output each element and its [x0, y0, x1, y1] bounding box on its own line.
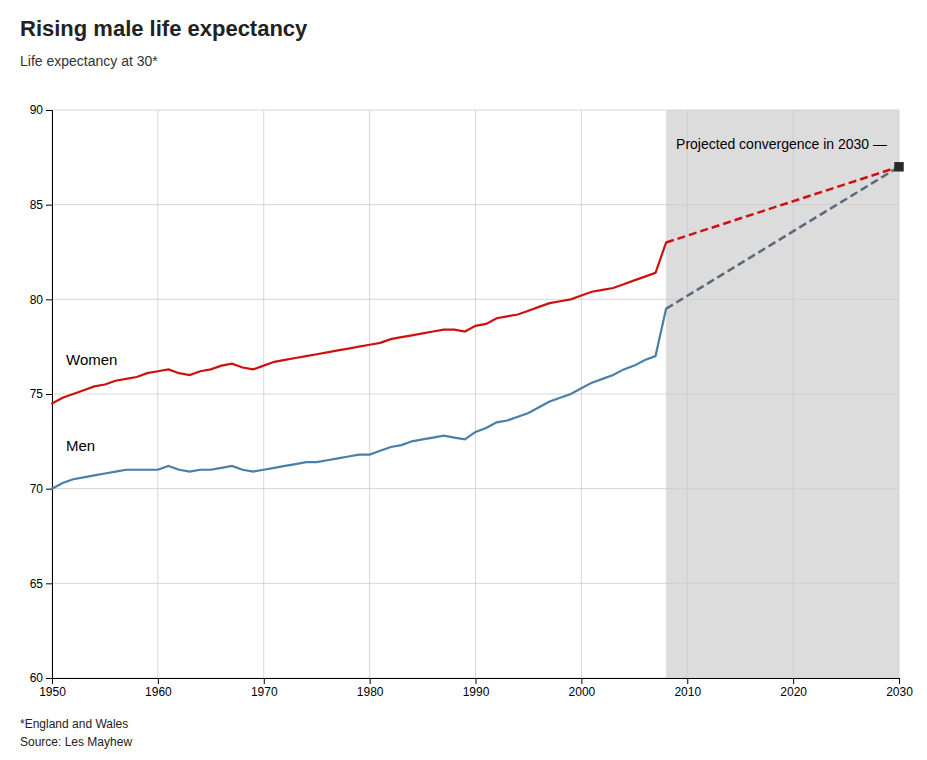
x-tick: 1980 — [357, 678, 384, 699]
y-tick-mark — [46, 394, 52, 395]
y-tick-mark — [46, 678, 52, 679]
y-tick: 80 — [30, 293, 52, 307]
marker — [894, 162, 903, 171]
subtitle: Life expectancy at 30* — [20, 53, 158, 69]
x-tick-label: 1980 — [357, 685, 384, 699]
x-tick-mark — [264, 678, 265, 684]
x-tick: 1970 — [251, 678, 278, 699]
x-tick-mark — [687, 678, 688, 684]
title: Rising male life expectancy — [20, 16, 308, 41]
x-grid-line — [793, 110, 794, 678]
x-tick: 2000 — [569, 678, 596, 699]
y-tick: 75 — [30, 387, 52, 401]
x-tick-label: 2010 — [674, 685, 701, 699]
x-tick-mark — [370, 678, 371, 684]
x-tick-label: 1950 — [39, 685, 66, 699]
x-tick: 1960 — [145, 678, 172, 699]
y-tick-label: 75 — [30, 387, 44, 401]
x-tick-label: 1970 — [251, 685, 278, 699]
line — [52, 309, 666, 489]
x-tick-label: 1960 — [145, 685, 172, 699]
x-grid-line — [369, 110, 370, 678]
chart: Rising male life expectancy Life expectan… — [0, 0, 927, 760]
x-tick-mark — [793, 678, 794, 684]
source: Source: Les Mayhew — [20, 735, 132, 749]
x-tick-mark — [581, 678, 582, 684]
x-grid-line — [157, 110, 158, 678]
x-tick-mark — [476, 678, 477, 684]
x-tick: 2030 — [886, 678, 913, 699]
x-axis-line — [53, 679, 900, 685]
projection-line — [666, 167, 899, 309]
y-tick: 70 — [30, 482, 52, 496]
y-tick-label: 65 — [30, 577, 44, 591]
y-tick: 90 — [30, 103, 52, 117]
y-tick-mark — [46, 110, 52, 111]
y-tick: 60 — [30, 671, 52, 685]
y-tick-label: 70 — [30, 482, 44, 496]
x-tick: 1990 — [463, 678, 490, 699]
grid — [52, 110, 899, 678]
footnote: *England and Wales — [20, 717, 128, 731]
line — [52, 243, 666, 404]
series-label: Women — [66, 351, 117, 368]
x-axis: 1950 1960 1970 1980 1990 2000 2010 2020 2030 — [39, 678, 913, 699]
x-tick-label: 2000 — [569, 685, 596, 699]
y-tick-mark — [46, 583, 52, 584]
x-tick-label: 2030 — [886, 685, 913, 699]
x-grid-line — [687, 110, 688, 678]
annotation: Projected convergence in 2030 — — [676, 136, 887, 152]
x-tick-mark — [158, 678, 159, 684]
x-grid-line — [899, 110, 900, 678]
plot-area — [52, 162, 904, 489]
x-tick-label: 2020 — [780, 685, 807, 699]
y-axis-line — [46, 111, 53, 679]
y-tick: 85 — [30, 198, 52, 212]
y-tick-mark — [46, 205, 52, 206]
y-tick-label: 90 — [30, 103, 44, 117]
x-grid-line — [263, 110, 264, 678]
x-tick-label: 1990 — [463, 685, 490, 699]
x-tick: 1950 — [39, 678, 66, 699]
projection-line — [666, 167, 899, 243]
x-tick: 2020 — [780, 678, 807, 699]
y-tick-label: 60 — [30, 671, 44, 685]
y-axis: 60 65 70 75 80 85 90 — [30, 103, 53, 685]
series-label: Men — [66, 437, 95, 454]
x-grid-line — [475, 110, 476, 678]
y-tick-label: 85 — [30, 198, 44, 212]
y-tick-label: 80 — [30, 293, 44, 307]
x-tick: 2010 — [674, 678, 701, 699]
y-tick: 65 — [30, 577, 52, 591]
y-tick-mark — [46, 299, 52, 300]
x-tick-mark — [899, 678, 900, 684]
x-grid-line — [581, 110, 582, 678]
